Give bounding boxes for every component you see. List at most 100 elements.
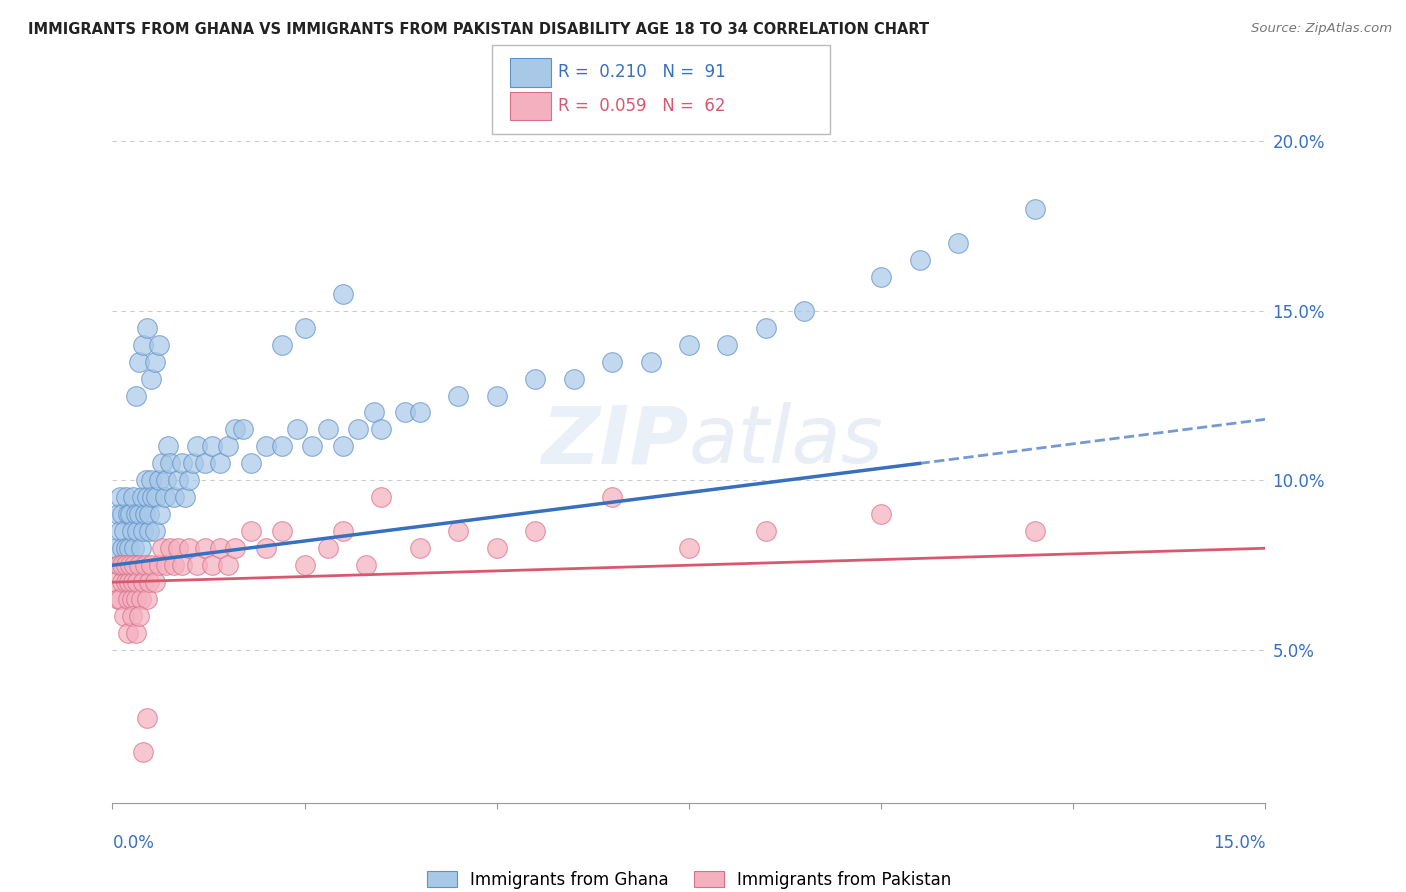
- Point: [755, 320, 778, 334]
- Point: [108, 491, 131, 505]
- Point: [186, 439, 208, 453]
- Point: [332, 286, 354, 301]
- Point: [409, 405, 432, 419]
- Point: [170, 457, 193, 471]
- Point: [370, 491, 392, 505]
- Point: [409, 541, 432, 556]
- Point: [270, 439, 292, 453]
- Point: [107, 558, 129, 573]
- Point: [122, 541, 145, 556]
- Point: [163, 491, 186, 505]
- Point: [120, 558, 142, 573]
- Point: [640, 354, 662, 368]
- Point: [136, 320, 159, 334]
- Point: [174, 491, 197, 505]
- Point: [316, 541, 339, 556]
- Point: [111, 508, 134, 522]
- Point: [152, 541, 174, 556]
- Point: [254, 439, 277, 453]
- Point: [181, 457, 204, 471]
- Point: [112, 609, 135, 624]
- Point: [232, 422, 254, 436]
- Point: [179, 541, 201, 556]
- Point: [115, 558, 138, 573]
- Point: [1024, 202, 1046, 216]
- Point: [124, 592, 146, 607]
- Point: [117, 626, 139, 640]
- Point: [370, 422, 392, 436]
- Point: [135, 474, 157, 488]
- Point: [107, 508, 129, 522]
- Point: [136, 711, 159, 725]
- Point: [156, 439, 179, 453]
- Point: [301, 439, 323, 453]
- Point: [209, 457, 232, 471]
- Point: [132, 575, 155, 590]
- Point: [194, 457, 217, 471]
- Point: [316, 422, 339, 436]
- Point: [170, 558, 193, 573]
- Point: [139, 371, 162, 385]
- Point: [294, 320, 316, 334]
- Point: [111, 541, 134, 556]
- Point: [332, 439, 354, 453]
- Point: [132, 524, 155, 539]
- Point: [125, 575, 148, 590]
- Point: [354, 558, 377, 573]
- Point: [107, 558, 129, 573]
- Point: [394, 405, 416, 419]
- Point: [128, 558, 150, 573]
- Point: [141, 491, 163, 505]
- Point: [755, 524, 778, 539]
- Point: [134, 508, 156, 522]
- Point: [121, 592, 143, 607]
- Point: [125, 524, 148, 539]
- Text: 15.0%: 15.0%: [1213, 834, 1265, 852]
- Point: [254, 541, 277, 556]
- Point: [148, 558, 170, 573]
- Point: [138, 524, 160, 539]
- Point: [946, 235, 969, 250]
- Point: [209, 541, 232, 556]
- Point: [112, 558, 135, 573]
- Point: [908, 252, 931, 267]
- Point: [136, 491, 159, 505]
- Point: [148, 474, 170, 488]
- Point: [159, 457, 181, 471]
- Point: [155, 558, 177, 573]
- Text: atlas: atlas: [689, 402, 884, 480]
- Point: [447, 388, 470, 402]
- Point: [155, 474, 177, 488]
- Point: [128, 354, 150, 368]
- Point: [129, 592, 152, 607]
- Point: [143, 524, 166, 539]
- Point: [105, 575, 128, 590]
- Text: R =  0.210   N =  91: R = 0.210 N = 91: [558, 63, 725, 81]
- Point: [201, 439, 224, 453]
- Point: [121, 558, 143, 573]
- Point: [166, 474, 188, 488]
- Point: [163, 558, 186, 573]
- Point: [363, 405, 385, 419]
- Point: [117, 575, 139, 590]
- Point: [485, 541, 508, 556]
- Point: [678, 541, 700, 556]
- Point: [285, 422, 308, 436]
- Point: [143, 354, 166, 368]
- Point: [120, 508, 142, 522]
- Point: [108, 524, 131, 539]
- Point: [132, 337, 155, 351]
- Point: [347, 422, 370, 436]
- Point: [117, 508, 139, 522]
- Point: [716, 337, 738, 351]
- Point: [224, 541, 246, 556]
- Point: [136, 592, 159, 607]
- Point: [111, 558, 134, 573]
- Point: [793, 303, 815, 318]
- Point: [870, 508, 893, 522]
- Text: 0.0%: 0.0%: [112, 834, 155, 852]
- Point: [131, 491, 153, 505]
- Point: [107, 592, 129, 607]
- Point: [152, 457, 174, 471]
- Point: [270, 524, 292, 539]
